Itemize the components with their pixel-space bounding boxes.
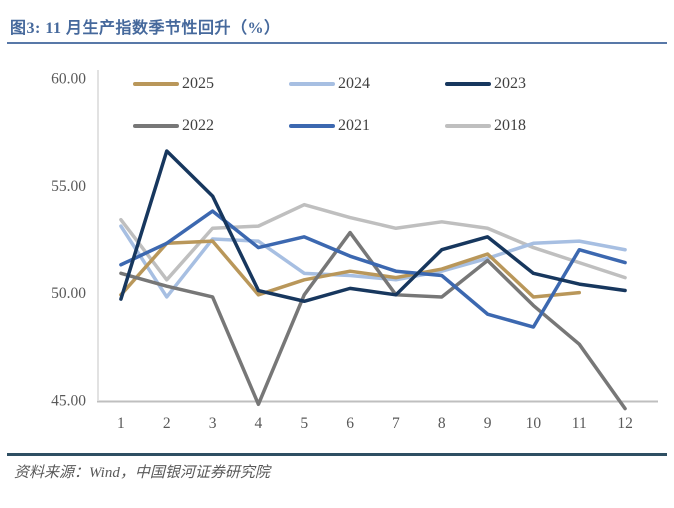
legend-swatch-2018: [445, 123, 491, 129]
x-axis-tick-label: 11: [572, 415, 587, 432]
legend-swatch-2022: [133, 123, 179, 129]
y-axis-tick-label: 50.00: [51, 285, 86, 302]
legend-label-2024: 2024: [338, 75, 370, 92]
legend-item-2024: 2024: [289, 74, 445, 94]
legend-item-2018: 2018: [445, 116, 605, 136]
legend-item-2025: 2025: [133, 74, 289, 94]
x-axis-tick-label: 1: [117, 415, 125, 432]
chart-legend: 2025 2024 2023 2022 2021 2018: [133, 74, 605, 136]
legend-label-2025: 2025: [182, 75, 214, 92]
series-line-2024: [119, 224, 627, 299]
legend-swatch-2021: [289, 123, 335, 129]
legend-item-2023: 2023: [445, 74, 605, 94]
series-line-2025: [119, 239, 581, 299]
legend-label-2022: 2022: [182, 117, 214, 134]
legend-label-2018: 2018: [494, 117, 526, 134]
legend-swatch-2025: [133, 81, 179, 87]
x-axis-tick-label: 5: [300, 415, 308, 432]
x-axis-tick-label: 8: [438, 415, 446, 432]
x-axis-tick-label: 9: [484, 415, 492, 432]
legend-label-2021: 2021: [338, 117, 370, 134]
legend-swatch-2024: [289, 81, 335, 87]
figure-title: 图3: 11 月生产指数季节性回升（%）: [10, 20, 281, 37]
x-axis-tick-label: 3: [209, 415, 217, 432]
x-axis-tick-label: 6: [346, 415, 354, 432]
x-axis-tick-label: 4: [255, 415, 263, 432]
legend-label-2023: 2023: [494, 75, 526, 92]
x-axis-tick-label: 7: [392, 415, 400, 432]
legend-item-2021: 2021: [289, 116, 445, 136]
x-axis-tick-label: 2: [163, 415, 171, 432]
y-axis-tick-label: 60.00: [51, 71, 86, 88]
y-axis-tick-label: 55.00: [51, 178, 86, 195]
y-axis-tick-label: 45.00: [51, 393, 86, 410]
series-line-2021: [119, 209, 627, 329]
x-axis-tick-label: 10: [526, 415, 542, 432]
x-axis-tick-label: 12: [617, 415, 633, 432]
legend-item-2022: 2022: [133, 116, 289, 136]
series-line-2018: [119, 202, 627, 282]
series-line-2023: [119, 149, 627, 304]
title-divider: [7, 42, 667, 44]
source-note: 资料来源：Wind，中国银河证券研究院: [14, 465, 270, 481]
legend-swatch-2023: [445, 81, 491, 87]
footer-divider: [7, 453, 667, 456]
